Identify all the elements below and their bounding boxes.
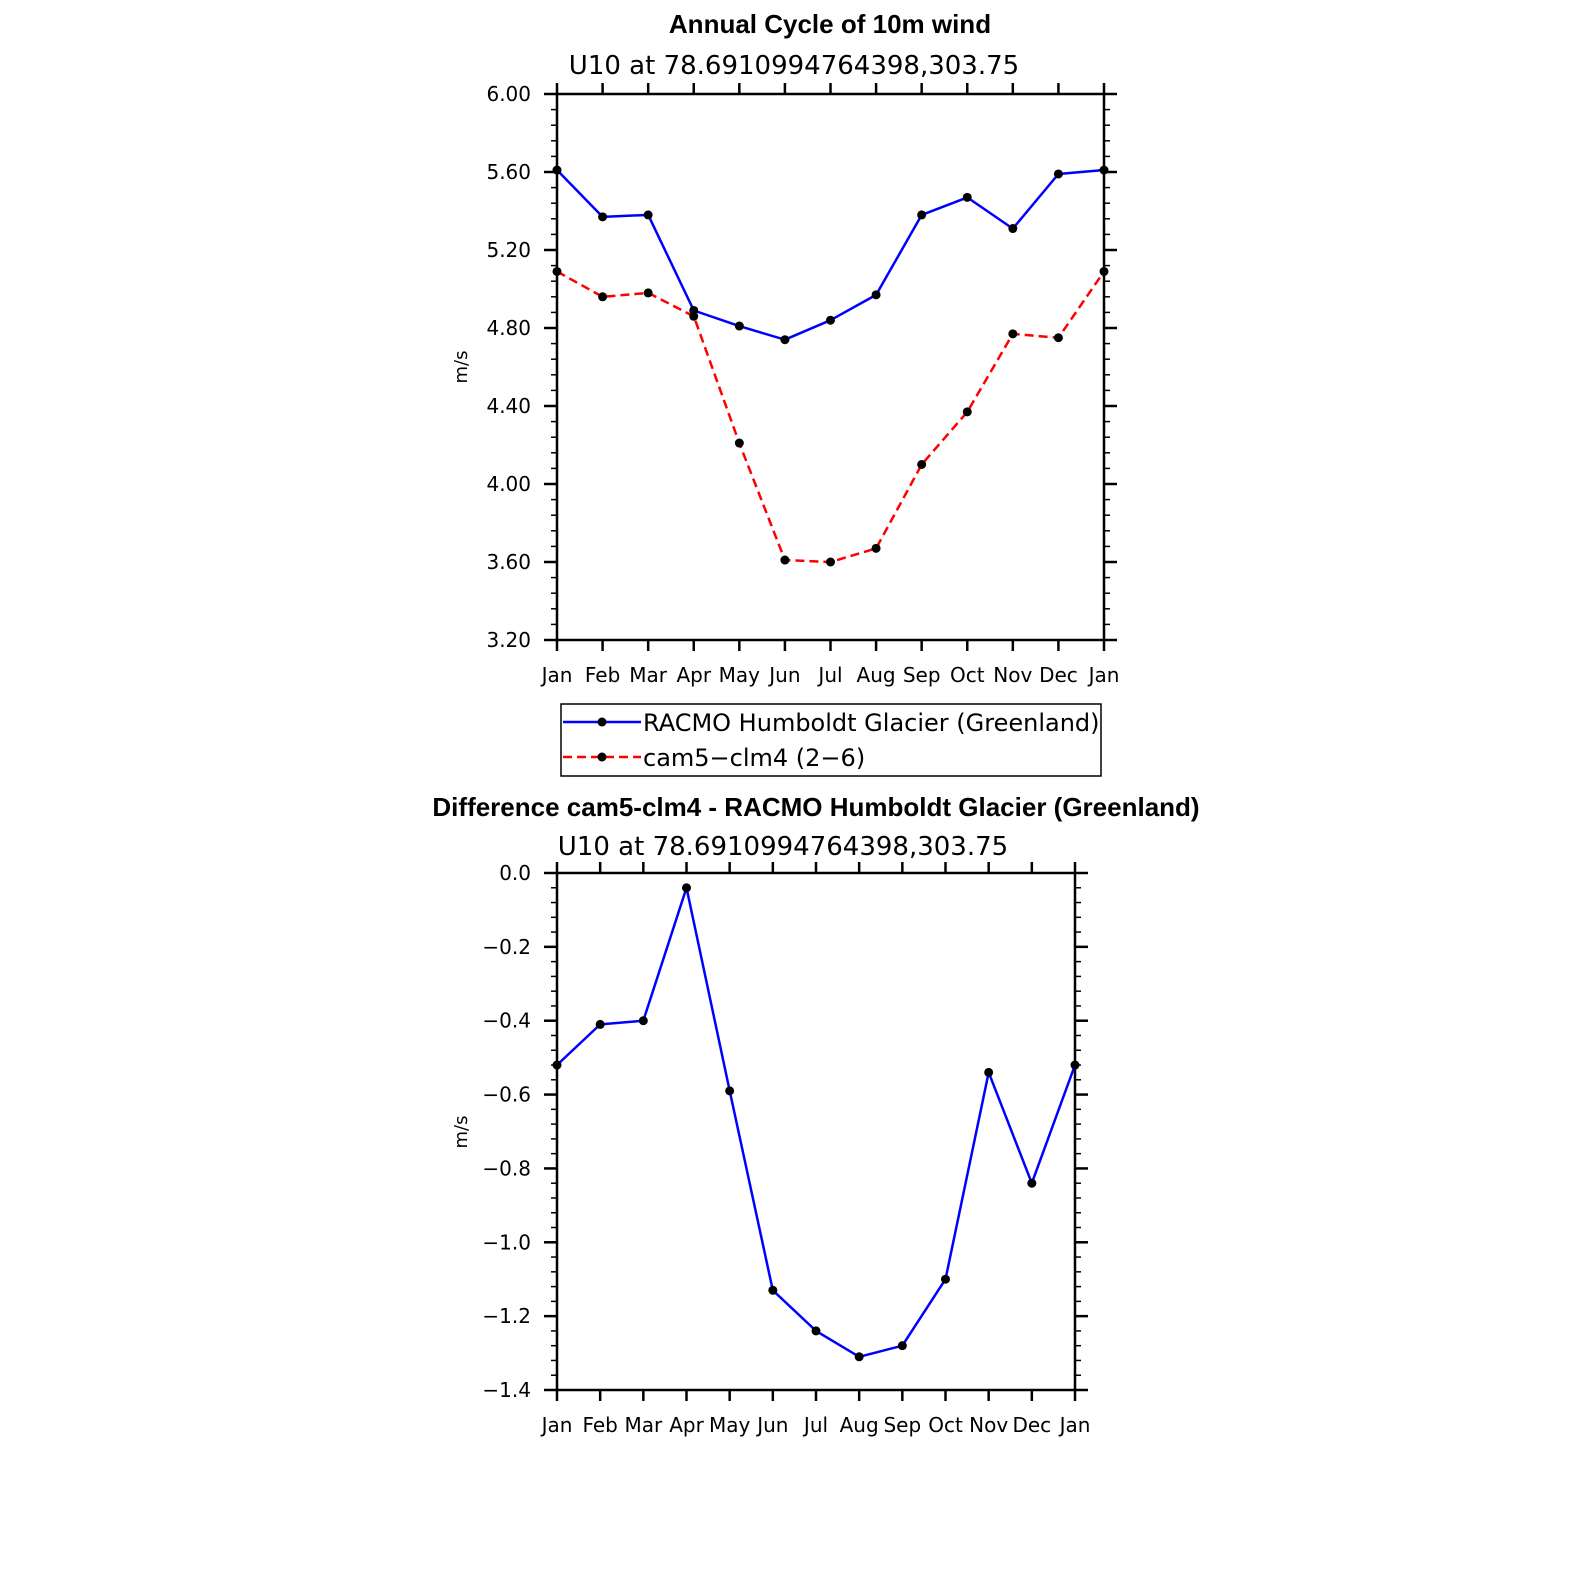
chart1-series-0-point (826, 315, 835, 325)
chart2-xtick-label: May (709, 1413, 751, 1437)
chart2-series-0-point (768, 1285, 778, 1295)
chart2-series-0-point (638, 1016, 648, 1026)
chart1-series-0-point (598, 212, 608, 222)
chart1-xtick-label: Oct (950, 663, 985, 687)
chart2-ytick-label: 0.0 (499, 861, 531, 885)
chart1-series-0-point (552, 165, 562, 175)
chart1-ytick-label: 4.00 (486, 472, 531, 496)
chart1-subtitle: U10 at 78.6910994764398,303.75 (569, 51, 1019, 81)
chart2-xtick-label: Nov (969, 1413, 1008, 1437)
chart1-series-1-point (871, 543, 881, 553)
chart2-series-0-point (725, 1086, 735, 1096)
chart2-frame (555, 871, 1077, 1392)
chart2-series-0-point (854, 1352, 864, 1362)
chart2-xtick-label: Mar (624, 1413, 663, 1437)
chart2-xtick-label: Jul (802, 1413, 828, 1437)
chart1-ytick-label: 5.60 (486, 160, 531, 184)
legend-cam5-marker (597, 752, 607, 762)
chart2-series-0-point (552, 1060, 562, 1070)
chart2-series-0-line (556, 886, 1077, 1359)
chart1-xtick-label: Dec (1039, 663, 1078, 687)
chart2-title: Difference cam5-clm4 - RACMO Humboldt Gl… (432, 792, 1199, 822)
chart1-xtick-label: Aug (857, 663, 896, 687)
chart2-subtitle: U10 at 78.6910994764398,303.75 (558, 832, 1008, 862)
chart2-xtick-label: Sep (883, 1413, 921, 1437)
chart2-series-0-point (1070, 1060, 1080, 1070)
chart2-series-0-point (1027, 1178, 1037, 1188)
chart2-ytick-label: −1.0 (482, 1230, 531, 1254)
chart1-xtick-label: Nov (993, 663, 1032, 687)
chart1-ylabel: m/s (451, 351, 472, 384)
chart1-series-0-point (917, 210, 927, 220)
chart1-ytick-label: 6.00 (486, 82, 531, 106)
legend-racmo-label: RACMO Humboldt Glacier (Greenland) (643, 709, 1100, 737)
chart1-series-1-point (1008, 329, 1018, 339)
chart1-title: Annual Cycle of 10m wind (669, 9, 991, 39)
chart1-xtick-label: May (719, 663, 761, 687)
chart1-xtick-label: Jun (767, 663, 800, 687)
chart2-xtick-label: Apr (669, 1413, 704, 1437)
chart1-ytick-label: 3.20 (486, 628, 531, 652)
chart2-xtick-label: Feb (582, 1413, 617, 1437)
chart1-xtick-label: Jan (540, 663, 573, 687)
chart1-series-0-point (643, 210, 653, 220)
chart1-series-1-point (780, 555, 790, 565)
chart1-ytick-label: 3.60 (486, 550, 531, 574)
chart1-series-0-point (1053, 169, 1063, 179)
chart1-ytick-label: 4.80 (486, 316, 531, 340)
chart2-xtick-label: Jan (540, 1413, 573, 1437)
chart2-xtick-label: Oct (928, 1413, 963, 1437)
chart2-series-0-point (595, 1019, 605, 1029)
chart1-xtick-label: Feb (585, 663, 620, 687)
chart1-series-0-point (780, 335, 790, 345)
chart1-series-1-point (734, 438, 744, 448)
chart1-plot: 3.20 3.60 4.00 4.40 4.80 5.20 5.60 6.00 Jan Feb Ma… (451, 82, 1119, 687)
chart2-ytick-label: −0.2 (482, 935, 531, 959)
chart2-series-0-point (897, 1341, 907, 1351)
chart2-ytick-label: −0.4 (482, 1009, 531, 1033)
chart1-xtick-label: Sep (903, 663, 941, 687)
chart1-series-0-point (871, 290, 881, 300)
chart1-xtick-label: Jul (816, 663, 842, 687)
chart1-series-1-point (689, 311, 699, 321)
chart2-series-0-point (941, 1274, 950, 1284)
chart1-series-1-point (1053, 333, 1063, 343)
chart2-xtick-label: Aug (840, 1413, 879, 1437)
chart1-ytick-label: 4.40 (486, 394, 531, 418)
chart2-xtick-label: Dec (1012, 1413, 1051, 1437)
chart2-series-0-point (682, 883, 691, 893)
chart1-series-0-point (1008, 224, 1018, 234)
chart2-ytick-label: −1.4 (482, 1378, 531, 1402)
chart1-series-1-point (826, 557, 835, 567)
chart1-series-1-point (643, 288, 653, 298)
chart2-ytick-label: −1.2 (482, 1304, 531, 1328)
chart1-series-1-line (556, 270, 1106, 564)
chart1-series-0-point (734, 321, 744, 331)
legend-racmo-marker (597, 717, 607, 727)
chart2-xtick-label: Jan (1058, 1413, 1091, 1437)
chart1-legend: RACMO Humboldt Glacier (Greenland) cam5−… (560, 703, 1102, 777)
chart1-series-1-point (962, 407, 972, 417)
chart2-series-0-point (811, 1326, 821, 1336)
chart1-xtick-label: Mar (629, 663, 668, 687)
chart2-ylabel: m/s (451, 1116, 472, 1149)
chart2-ytick-label: −0.8 (482, 1156, 531, 1180)
chart1-ytick-label: 5.20 (486, 238, 531, 262)
chart1-series-1-point (552, 266, 562, 276)
legend-cam5-label: cam5−clm4 (2−6) (643, 744, 865, 772)
legend-frame (560, 703, 1102, 777)
chart2-plot: −1.4 −1.2 −1.0 −0.8 −0.6 −0.4 −0.2 0.0 Jan Feb Mar… (451, 861, 1090, 1437)
chart1-xtick-label: Apr (676, 663, 711, 687)
chart2-series-0-point (984, 1067, 994, 1077)
chart2-xtick-label: Jun (755, 1413, 788, 1437)
chart2-ytick-label: −0.6 (482, 1083, 531, 1107)
chart1-series-1-point (1099, 266, 1109, 276)
chart1-series-1-point (917, 460, 927, 469)
chart1-series-0-line (556, 168, 1105, 341)
chart1-series-1-point (598, 292, 608, 302)
chart1-xtick-label: Jan (1087, 663, 1120, 687)
chart1-series-0-point (1099, 165, 1109, 175)
chart1-series-0-point (962, 192, 972, 202)
